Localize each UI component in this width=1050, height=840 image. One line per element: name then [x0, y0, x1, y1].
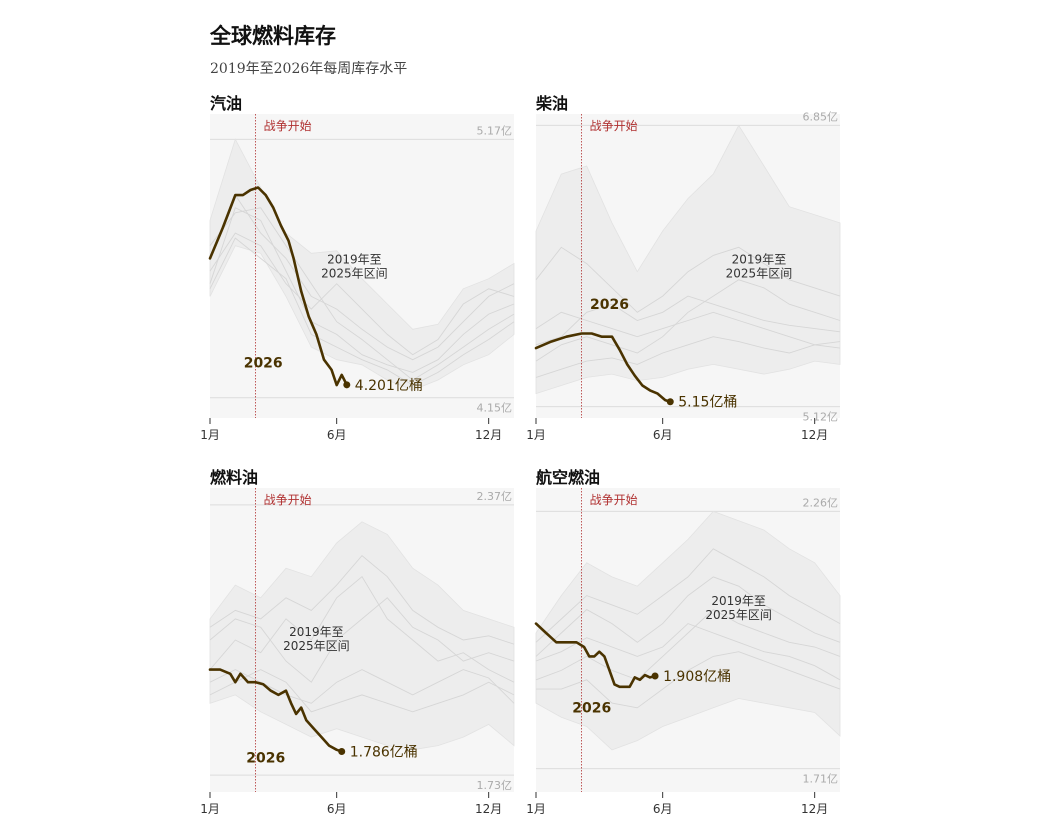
history-line — [209, 194, 515, 361]
range-band — [535, 124, 841, 395]
war-start-label: 战争开始 — [590, 119, 638, 133]
history-line — [209, 669, 515, 704]
panel-title: 航空燃油 — [536, 468, 601, 487]
history-line — [535, 336, 841, 378]
series-2026-endpoint — [666, 398, 674, 406]
band-label-line2: 2025年区间 — [321, 266, 388, 280]
panel-jet-fuel: 航空燃油 2.26亿 1.71亿 战争开始 2019年至 2025年区间 1.908亿桶 2… — [526, 464, 842, 834]
end-value-label: 1.908亿桶 — [663, 669, 731, 685]
end-value-label: 4.201亿桶 — [355, 378, 423, 394]
history-line — [535, 295, 841, 346]
x-tick-label: 1月 — [200, 802, 220, 816]
year-2026-label: 2026 — [572, 700, 611, 716]
year-2026-label: 2026 — [244, 355, 283, 371]
panel-fuel-oil: 燃料油 2.37亿 1.73亿 战争开始 2019年至 2025年区间 1.786亿桶 20… — [200, 464, 516, 834]
plot-background — [210, 114, 514, 418]
x-tick-label: 1月 — [526, 802, 546, 816]
reference-label: 4.15亿 — [477, 402, 513, 415]
reference-label: 1.73亿 — [477, 779, 513, 792]
header: 全球燃料库存 2019年至2026年每周库存水平 — [210, 20, 407, 78]
x-tick-label: 12月 — [475, 802, 502, 816]
history-line — [535, 279, 841, 362]
series-2026-endpoint — [338, 747, 346, 755]
series-2026-endpoint — [651, 672, 659, 680]
year-2026-label: 2026 — [246, 750, 285, 766]
band-label-line2: 2025年区间 — [705, 608, 772, 622]
x-tick-label: 1月 — [526, 428, 546, 442]
war-start-label: 战争开始 — [264, 493, 312, 507]
history-line — [209, 576, 515, 683]
band-label-line1: 2019年至 — [327, 252, 382, 266]
band-label-line2: 2025年区间 — [283, 639, 350, 653]
page-title: 全球燃料库存 — [210, 24, 336, 48]
band-label-line1: 2019年至 — [289, 625, 344, 639]
history-line — [535, 576, 841, 657]
panel-diesel: 柴油 6.85亿 5.12亿 战争开始 2019年至 2025年区间 5.15亿桶 2026… — [526, 90, 842, 460]
history-line — [209, 554, 515, 645]
history-line — [535, 311, 841, 349]
series-2026-line — [208, 668, 343, 753]
war-start-label: 战争开始 — [264, 119, 312, 133]
history-line — [209, 669, 515, 713]
history-line — [209, 207, 515, 373]
band-label-line1: 2019年至 — [732, 253, 787, 267]
page-subtitle: 2019年至2026年每周库存水平 — [210, 61, 408, 77]
band-label-line2: 2025年区间 — [726, 267, 793, 281]
reference-label: 5.17亿 — [477, 124, 513, 137]
end-value-label: 1.786亿桶 — [350, 744, 418, 760]
panel-title: 柴油 — [536, 94, 569, 113]
panel-title: 燃料油 — [210, 468, 259, 487]
x-tick-label: 12月 — [801, 802, 828, 816]
series-2026-line — [534, 622, 657, 689]
history-line — [535, 548, 841, 643]
history-line — [209, 597, 515, 683]
range-band — [209, 138, 515, 391]
history-line — [535, 609, 841, 681]
panel-title: 汽油 — [210, 94, 243, 113]
reference-label: 5.12亿 — [803, 411, 839, 424]
history-line — [209, 237, 515, 386]
history-line — [535, 623, 841, 681]
end-value-label: 5.15亿桶 — [678, 395, 737, 411]
series-2026-endpoint — [343, 381, 351, 389]
x-tick-label: 1月 — [200, 428, 220, 442]
x-tick-label: 12月 — [801, 428, 828, 442]
panel-gasoline: 汽油 5.17亿 4.15亿 战争开始 2019年至 2025年区间 4.201亿桶 202… — [200, 90, 516, 460]
history-line — [536, 651, 841, 709]
history-line — [209, 232, 515, 356]
range-band — [535, 510, 841, 751]
band-label-line1: 2019年至 — [711, 594, 766, 608]
x-tick-label: 6月 — [327, 802, 347, 816]
year-2026-label: 2026 — [590, 297, 629, 313]
series-2026-line — [534, 332, 672, 404]
reference-label: 2.26亿 — [803, 496, 839, 509]
war-start-label: 战争开始 — [590, 493, 638, 507]
reference-label: 1.71亿 — [803, 773, 839, 786]
history-line — [535, 246, 841, 313]
history-line — [209, 207, 515, 381]
reference-label: 6.85亿 — [803, 110, 839, 123]
x-tick-label: 6月 — [327, 428, 347, 442]
x-tick-label: 12月 — [475, 428, 502, 442]
x-tick-label: 6月 — [653, 802, 673, 816]
reference-label: 2.37亿 — [477, 490, 513, 503]
series-2026-line — [208, 186, 349, 387]
x-tick-label: 6月 — [653, 428, 673, 442]
